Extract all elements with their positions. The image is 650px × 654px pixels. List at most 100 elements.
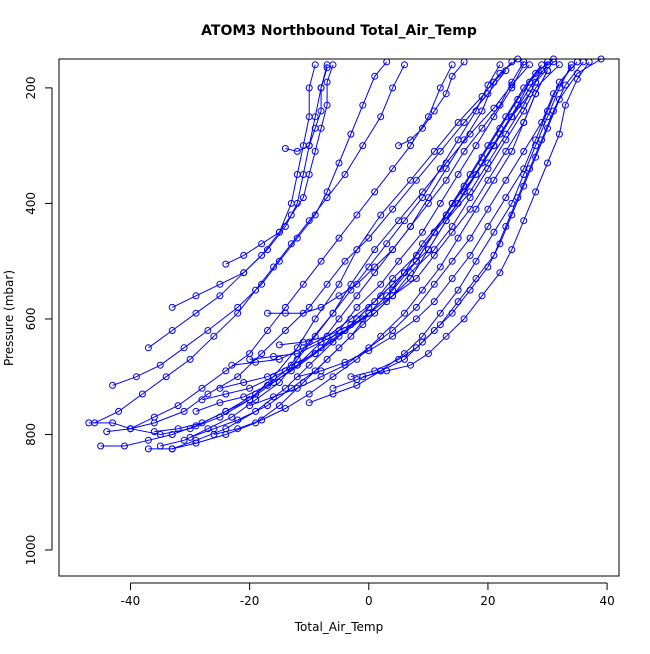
data-point	[520, 119, 528, 126]
data-point	[240, 393, 248, 401]
data-point	[270, 353, 277, 360]
data-point	[275, 341, 283, 349]
series-line	[398, 61, 465, 147]
series-line	[88, 58, 519, 436]
data-series	[359, 58, 593, 381]
data-point	[442, 217, 450, 225]
series-line	[148, 58, 554, 450]
data-point	[412, 275, 420, 282]
data-point	[180, 344, 188, 352]
data-point	[329, 309, 337, 317]
data-point	[508, 211, 516, 219]
data-point	[347, 130, 355, 138]
data-point	[544, 113, 551, 121]
data-point	[353, 292, 361, 300]
data-point	[478, 107, 486, 115]
series-line	[148, 64, 328, 349]
data-point	[448, 275, 456, 282]
data-point	[466, 286, 474, 294]
data-point	[544, 124, 551, 132]
series-line	[100, 64, 530, 447]
data-point	[341, 171, 349, 178]
data-point	[389, 275, 397, 282]
data-point	[520, 182, 528, 190]
data-point	[436, 199, 444, 207]
data-point	[305, 217, 313, 225]
series-line	[112, 61, 388, 386]
series-line	[249, 64, 560, 360]
data-point	[115, 407, 123, 415]
data-point	[484, 223, 492, 230]
data-point	[436, 309, 444, 317]
data-point	[281, 327, 289, 334]
data-point	[293, 361, 301, 369]
data-point	[144, 445, 152, 453]
data-point	[436, 321, 444, 329]
data-point	[192, 439, 200, 447]
data-point	[430, 280, 438, 288]
data-point	[347, 286, 355, 294]
data-point	[305, 399, 313, 407]
data-point	[216, 292, 224, 300]
x-tick-label: 20	[480, 594, 495, 608]
data-point	[162, 373, 170, 381]
data-point	[144, 344, 152, 352]
data-point	[180, 407, 188, 415]
data-point	[204, 390, 212, 398]
data-point	[258, 350, 266, 358]
data-series	[281, 64, 331, 155]
data-point	[311, 61, 319, 69]
data-point	[484, 205, 492, 213]
series-line	[213, 70, 548, 435]
data-point	[353, 355, 361, 363]
data-point	[293, 147, 301, 155]
data-point	[198, 419, 206, 427]
data-point	[365, 234, 373, 242]
data-point	[448, 199, 456, 207]
data-point	[264, 373, 271, 381]
data-point	[496, 61, 504, 69]
data-series	[305, 61, 575, 407]
data-point	[532, 153, 540, 161]
data-point	[412, 344, 420, 352]
data-point	[448, 309, 456, 317]
data-point	[216, 384, 224, 392]
data-point	[305, 142, 313, 150]
data-point	[264, 402, 271, 410]
data-point	[377, 113, 385, 121]
data-point	[281, 303, 289, 311]
series-line	[195, 64, 525, 412]
data-point	[490, 142, 498, 150]
data-series	[216, 58, 557, 392]
data-point	[234, 373, 242, 381]
data-point	[275, 257, 283, 265]
data-point	[424, 194, 432, 202]
data-point	[442, 332, 450, 340]
data-point	[150, 413, 158, 421]
series-line	[160, 64, 501, 447]
data-point	[192, 407, 200, 415]
data-point	[264, 309, 271, 317]
data-point	[186, 433, 194, 441]
data-point	[246, 396, 254, 404]
data-point	[496, 69, 504, 77]
data-series	[192, 61, 528, 415]
data-point	[281, 145, 289, 152]
data-point	[168, 431, 176, 438]
data-point	[359, 101, 367, 109]
data-point	[418, 124, 426, 132]
data-point	[561, 81, 569, 89]
data-point	[204, 425, 212, 433]
data-point	[520, 171, 528, 178]
data-point	[347, 321, 355, 329]
data-point	[311, 147, 319, 155]
data-point	[335, 234, 343, 242]
data-point	[478, 292, 486, 300]
data-point	[335, 280, 343, 288]
data-point	[418, 228, 426, 236]
data-point	[371, 246, 379, 254]
data-point	[234, 416, 242, 424]
data-point	[246, 384, 254, 392]
data-point	[383, 367, 391, 375]
